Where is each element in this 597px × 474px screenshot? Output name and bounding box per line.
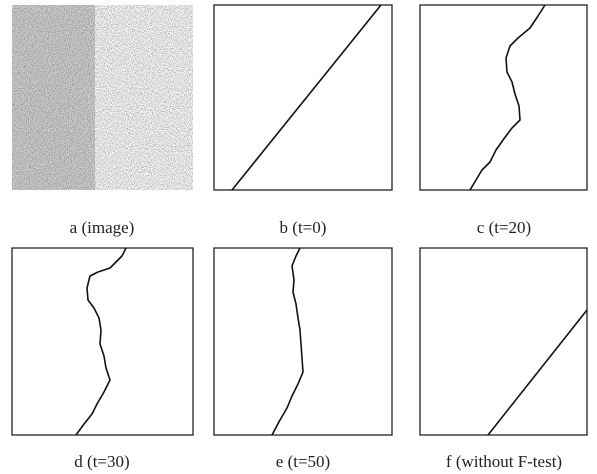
- caption: b (t=0): [280, 218, 327, 237]
- panel-box: [420, 5, 587, 190]
- panel-box: [214, 5, 392, 190]
- figure: a (image) b (t=0) c (t=20) d (t=30) e (t…: [0, 0, 597, 474]
- caption: e (t=50): [276, 452, 330, 471]
- caption: d (t=30): [74, 452, 129, 471]
- caption: f (without F-test): [446, 452, 562, 471]
- noise-light: [95, 5, 193, 190]
- caption: a (image): [70, 218, 135, 237]
- caption: c (t=20): [477, 218, 531, 237]
- panel-box: [12, 248, 193, 435]
- panel-box: [214, 248, 392, 435]
- panel-image: [12, 5, 193, 190]
